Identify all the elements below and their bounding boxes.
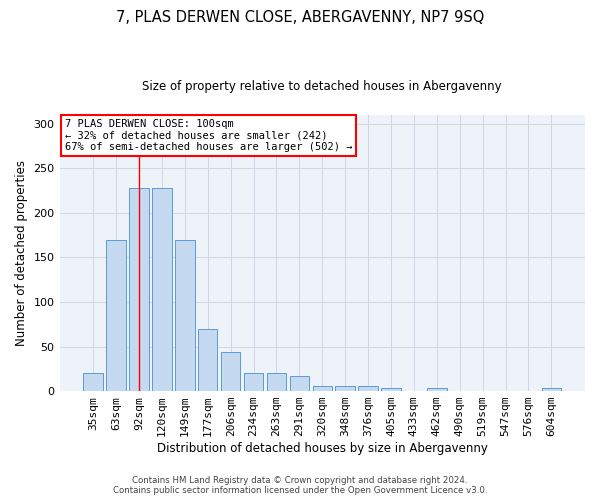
Bar xyxy=(335,386,355,391)
Bar xyxy=(175,240,194,391)
Title: Size of property relative to detached houses in Abergavenny: Size of property relative to detached ho… xyxy=(142,80,502,93)
Bar xyxy=(358,386,378,391)
Bar xyxy=(290,376,309,391)
Bar xyxy=(381,388,401,391)
Bar xyxy=(244,374,263,391)
Bar xyxy=(152,188,172,391)
Text: Contains HM Land Registry data © Crown copyright and database right 2024.
Contai: Contains HM Land Registry data © Crown c… xyxy=(113,476,487,495)
Bar xyxy=(313,386,332,391)
Bar xyxy=(198,328,217,391)
Text: 7, PLAS DERWEN CLOSE, ABERGAVENNY, NP7 9SQ: 7, PLAS DERWEN CLOSE, ABERGAVENNY, NP7 9… xyxy=(116,10,484,25)
Bar xyxy=(267,374,286,391)
Bar xyxy=(427,388,446,391)
Bar xyxy=(106,240,126,391)
Bar xyxy=(221,352,241,391)
X-axis label: Distribution of detached houses by size in Abergavenny: Distribution of detached houses by size … xyxy=(157,442,488,455)
Bar xyxy=(83,374,103,391)
Text: 7 PLAS DERWEN CLOSE: 100sqm
← 32% of detached houses are smaller (242)
67% of se: 7 PLAS DERWEN CLOSE: 100sqm ← 32% of det… xyxy=(65,119,352,152)
Bar xyxy=(129,188,149,391)
Y-axis label: Number of detached properties: Number of detached properties xyxy=(15,160,28,346)
Bar xyxy=(542,388,561,391)
